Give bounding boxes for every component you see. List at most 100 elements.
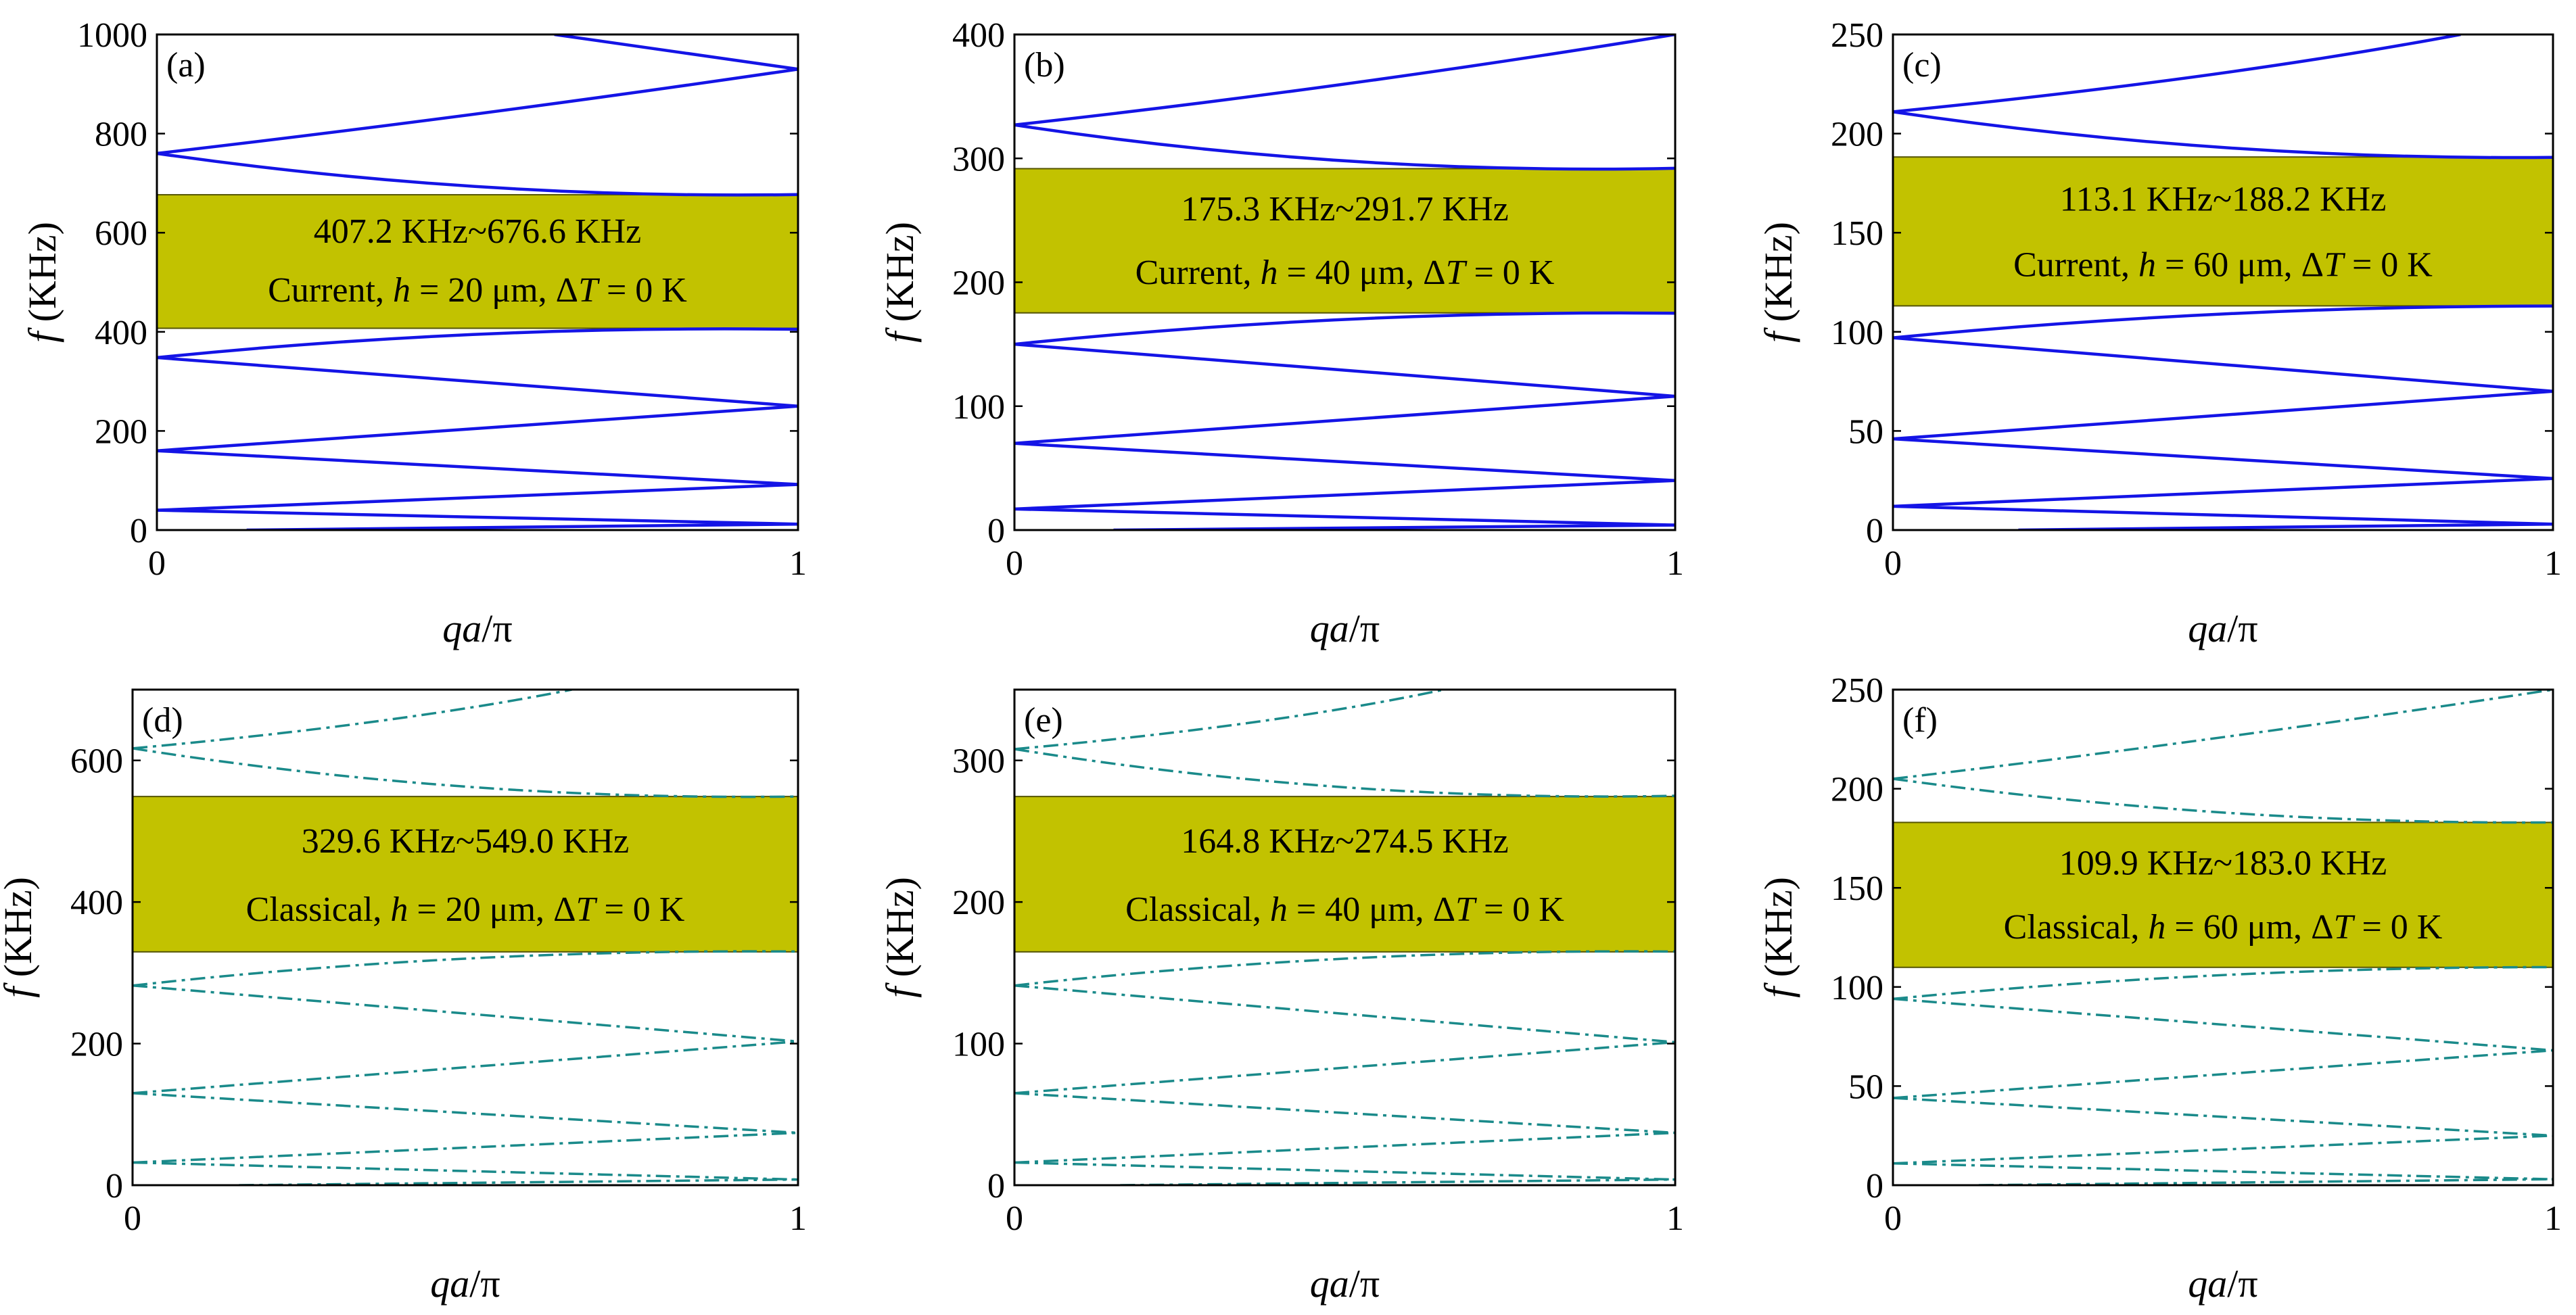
- axes-box: [156, 33, 799, 531]
- axes-box: [1892, 33, 2554, 531]
- band-gap-description: Classical, h = 40 μm, ΔT = 0 K: [1125, 890, 1564, 929]
- dispersion-branch-5: [1893, 1049, 2553, 1099]
- dispersion-branch-3: [1893, 1134, 2553, 1165]
- x-axis-label: qa/π: [2188, 1262, 2257, 1306]
- dispersion-branch-8: [1893, 110, 2553, 160]
- dispersion-branch-4: [1014, 1092, 1675, 1134]
- panel-label: (f): [1902, 701, 1938, 740]
- y-tick-label: 400: [70, 884, 123, 922]
- dispersion-branch-8: [1014, 123, 1675, 171]
- y-axis-label: f (KHz): [1756, 222, 1800, 343]
- y-axis-label: f (KHz): [878, 222, 922, 343]
- y-tick-label: 800: [95, 116, 147, 154]
- x-tick-label: 0: [1006, 544, 1023, 583]
- axes-box: [1013, 688, 1677, 1187]
- y-tick-label: 1000: [77, 16, 147, 55]
- band-gap-description: Current, h = 40 μm, ΔT = 0 K: [1135, 254, 1555, 292]
- y-tick-label: 200: [1831, 771, 1883, 809]
- y-tick-label: 200: [1831, 116, 1883, 154]
- dispersion-branch-7: [1893, 304, 2553, 339]
- dispersion-branch-4: [157, 449, 798, 486]
- y-tick-label: 250: [1831, 671, 1883, 710]
- band-gap-description: Current, h = 60 μm, ΔT = 0 K: [2013, 245, 2433, 284]
- dispersion-branch-5: [1014, 394, 1675, 445]
- dispersion-branch-2: [133, 1161, 798, 1181]
- axes-box: [131, 688, 799, 1187]
- x-tick-label: 1: [789, 1199, 807, 1238]
- y-tick-label: 0: [987, 512, 1005, 550]
- dispersion-branch-8: [133, 747, 798, 798]
- dispersion-branch-2: [1014, 1161, 1675, 1181]
- panel-b: 0 100 200 300 400 0 1 qa/π f (KHz) (b) 175.3 KHz~2…: [878, 16, 1684, 650]
- y-tick-label: 100: [1831, 314, 1883, 352]
- panel-label: (c): [1902, 46, 1942, 85]
- dispersion-branch-7: [1014, 950, 1675, 987]
- panel-a: 0 200 400 600 800 1000 0 1 qa/π f (KHz) (a) 407.2 K…: [20, 16, 807, 650]
- x-axis-label: qa/π: [2188, 606, 2257, 650]
- dispersion-branch-8: [1893, 778, 2553, 824]
- dispersion-branch-6: [1014, 342, 1675, 398]
- band-gap-rect: [132, 796, 799, 953]
- x-axis-label: qa/π: [430, 1262, 500, 1306]
- band-gap-description: Classical, h = 20 μm, ΔT = 0 K: [246, 890, 685, 929]
- y-tick-label: 250: [1831, 16, 1883, 55]
- axes-box: [1892, 688, 2554, 1187]
- band-gap-rect: [1892, 156, 2554, 307]
- y-tick-label: 100: [1831, 969, 1883, 1007]
- band-gap-range: 407.2 KHz~676.6 KHz: [314, 212, 642, 251]
- y-tick-label: 400: [952, 16, 1005, 55]
- dispersion-branch-7: [1014, 311, 1675, 346]
- dispersion-branch-4: [1893, 437, 2553, 481]
- panel-label: (b): [1024, 46, 1065, 85]
- y-axis-label: f (KHz): [20, 222, 64, 343]
- dispersion-branch-2: [1893, 1162, 2553, 1180]
- y-tick-label: 200: [952, 264, 1005, 303]
- band-gap-range: 109.9 KHz~183.0 KHz: [2059, 844, 2387, 883]
- panel-d: 0 200 400 600 0 1 qa/π f (KHz) (d) 329.6 KHz~549.…: [0, 688, 807, 1306]
- band-gap-rect: [156, 194, 799, 329]
- dispersion-branch-9: [1893, 690, 2553, 780]
- x-tick-label: 0: [1884, 544, 1902, 583]
- x-axis-label: qa/π: [1310, 1262, 1380, 1306]
- dispersion-branch-9: [1014, 690, 1445, 750]
- y-tick-label: 150: [1831, 869, 1883, 908]
- panel-c: 0 50 100 150 200 250 0 1 qa/π f (KHz) (c) 113.1 KHz…: [1756, 16, 2562, 650]
- panel-f: 0 50 100 150 200 250 0 1 qa/π f (KHz) (f) 109.9 KHz…: [1756, 671, 2562, 1306]
- dispersion-branch-2: [1014, 507, 1675, 527]
- dispersion-branch-5: [133, 1040, 798, 1095]
- dispersion-branch-4: [133, 1092, 798, 1134]
- y-tick-label: 0: [1866, 1167, 1883, 1205]
- x-tick-label: 1: [2544, 544, 2562, 583]
- panel-label: (a): [166, 46, 206, 85]
- y-tick-label: 300: [952, 742, 1005, 781]
- band-gap-range: 329.6 KHz~549.0 KHz: [302, 822, 630, 861]
- dispersion-branch-7: [133, 950, 798, 987]
- dispersion-branches: [133, 690, 798, 1185]
- band-gap-rect: [1014, 168, 1676, 314]
- x-tick-label: 1: [1666, 1199, 1684, 1238]
- band-gap-range: 175.3 KHz~291.7 KHz: [1181, 190, 1509, 229]
- x-tick-label: 1: [1666, 544, 1684, 583]
- dispersion-branch-9: [1893, 34, 2461, 114]
- panel-e: 0 100 200 300 0 1 qa/π f (KHz) (e) 164.8 KHz~274.…: [878, 688, 1684, 1306]
- panel-label: (e): [1024, 701, 1063, 740]
- x-axis-label: qa/π: [442, 606, 512, 650]
- dispersion-branch-9: [1014, 34, 1675, 127]
- dispersion-branch-5: [1014, 1041, 1675, 1095]
- dispersion-branch-2: [1893, 504, 2553, 526]
- x-tick-label: 0: [124, 1199, 141, 1238]
- dispersion-branch-3: [133, 1131, 798, 1164]
- y-axis-label: f (KHz): [0, 877, 40, 998]
- band-gap-rect: [1014, 796, 1676, 953]
- dispersion-branch-10: [554, 34, 798, 71]
- dispersion-branch-3: [1893, 477, 2553, 508]
- dispersion-branch-7: [1893, 965, 2553, 1001]
- y-tick-label: 50: [1848, 412, 1883, 451]
- dispersion-branch-8: [1014, 748, 1675, 798]
- y-tick-label: 50: [1848, 1068, 1883, 1106]
- band-gap-range: 113.1 KHz~188.2 KHz: [2060, 180, 2387, 218]
- dispersion-branch-6: [133, 984, 798, 1043]
- dispersion-branch-9: [133, 690, 572, 750]
- dispersion-branch-3: [1014, 1131, 1675, 1164]
